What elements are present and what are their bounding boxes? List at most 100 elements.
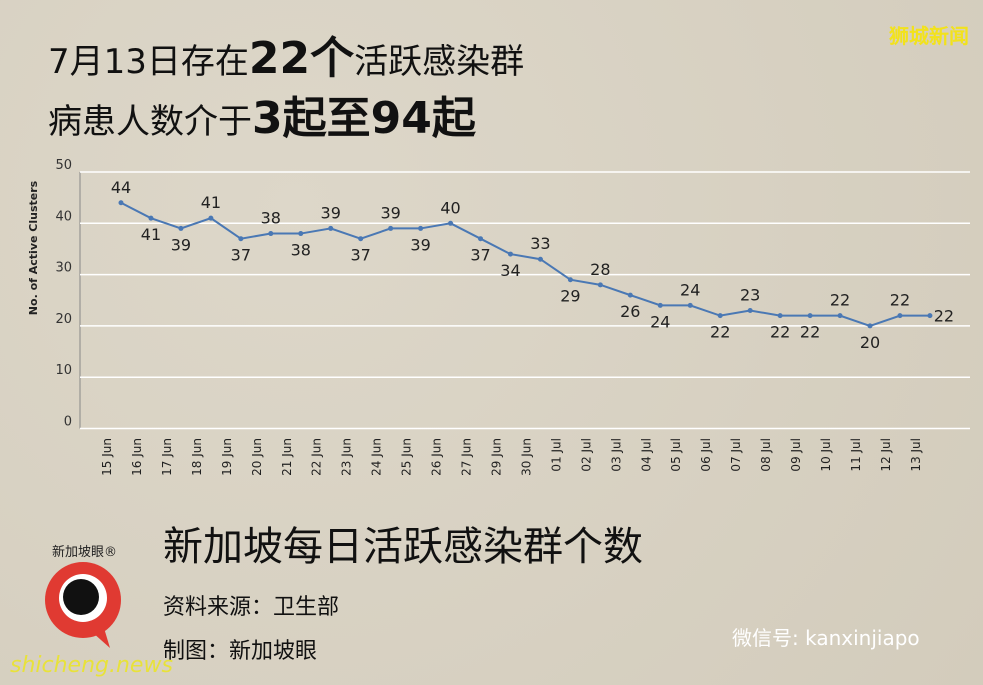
x-tick-label: 16 Jun xyxy=(130,438,144,476)
x-tick-label: 23 Jun xyxy=(340,438,354,476)
data-label: 38 xyxy=(261,209,281,228)
point xyxy=(747,308,753,314)
y-tick-label: 50 xyxy=(55,158,72,173)
data-label: 40 xyxy=(440,198,460,217)
point xyxy=(657,302,663,308)
x-tick-label: 07 Jul xyxy=(729,438,743,472)
chart-title: 新加坡每日活跃感染群个数 xyxy=(163,524,643,570)
point xyxy=(208,215,214,221)
x-tick-label: 19 Jun xyxy=(220,438,234,476)
point xyxy=(777,313,783,319)
y-tick-label: 30 xyxy=(55,261,72,276)
x-tick-label: 13 Jul xyxy=(909,438,923,472)
x-tick-label: 24 Jun xyxy=(370,438,384,476)
x-tick-label: 27 Jun xyxy=(460,438,474,476)
x-tick-label: 09 Jul xyxy=(789,438,803,472)
y-tick-label: 10 xyxy=(55,363,72,378)
x-tick-label: 06 Jul xyxy=(699,438,713,472)
data-label: 22 xyxy=(770,323,790,342)
data-label: 41 xyxy=(141,225,161,244)
data-label: 29 xyxy=(560,287,580,306)
brand: 新加坡眼® xyxy=(52,544,117,560)
data-label: 44 xyxy=(111,178,131,197)
point xyxy=(807,313,813,319)
logo xyxy=(45,562,121,648)
x-tick-label: 03 Jul xyxy=(609,438,623,472)
point xyxy=(268,231,274,237)
data-label: 37 xyxy=(470,246,490,265)
data-label: 37 xyxy=(351,246,371,265)
point xyxy=(358,236,364,242)
point xyxy=(717,313,723,319)
data-label: 22 xyxy=(934,307,954,326)
data-label: 34 xyxy=(500,261,520,280)
x-tick-label: 08 Jul xyxy=(759,438,773,472)
point xyxy=(897,313,903,319)
data-label: 28 xyxy=(590,260,610,279)
source: 资料来源：卫生部 xyxy=(163,595,339,620)
point xyxy=(507,251,513,257)
point xyxy=(867,323,873,329)
point xyxy=(478,236,484,242)
point xyxy=(118,200,124,206)
data-label: 39 xyxy=(410,235,430,254)
headline-bold: 3起至94起 xyxy=(252,93,476,144)
x-tick-label: 04 Jul xyxy=(639,438,653,472)
watermark: 狮城新闻 xyxy=(889,24,969,48)
point xyxy=(298,231,304,237)
y-tick-label: 40 xyxy=(55,209,72,224)
point xyxy=(837,313,843,319)
data-label: 24 xyxy=(680,280,700,299)
y-tick-label: 0 xyxy=(64,415,72,430)
point xyxy=(627,292,633,298)
data-label: 24 xyxy=(650,312,670,331)
point xyxy=(597,282,603,288)
point xyxy=(148,215,154,221)
x-tick-label: 30 Jun xyxy=(519,438,533,476)
headline-1: 7月13日存在22个活跃感染群 xyxy=(48,22,524,86)
x-tick-label: 12 Jul xyxy=(879,438,893,472)
point xyxy=(537,256,543,262)
data-label: 22 xyxy=(710,323,730,342)
data-label: 33 xyxy=(530,234,550,253)
y-axis-label: No. of Active Clusters xyxy=(27,180,40,315)
point xyxy=(687,302,693,308)
point xyxy=(238,236,244,242)
x-tick-label: 21 Jun xyxy=(280,438,294,476)
y-tick-label: 20 xyxy=(55,312,72,327)
data-label: 39 xyxy=(380,203,400,222)
data-label: 22 xyxy=(890,291,910,310)
x-tick-label: 25 Jun xyxy=(400,438,414,476)
point xyxy=(388,225,394,231)
wechat: 微信号: kanxinjiapo xyxy=(732,626,920,650)
x-tick-label: 18 Jun xyxy=(190,438,204,476)
headline-text: 活跃感染群 xyxy=(354,42,525,82)
point xyxy=(927,313,933,319)
x-tick-label: 20 Jun xyxy=(250,438,264,476)
x-tick-label: 15 Jun xyxy=(100,438,114,476)
headline-bold: 22个 xyxy=(248,33,355,84)
point xyxy=(178,225,184,231)
data-label: 23 xyxy=(740,286,760,305)
x-tick-label: 05 Jul xyxy=(669,438,683,472)
x-tick-label: 26 Jun xyxy=(430,438,444,476)
series-line xyxy=(120,201,930,327)
data-label: 20 xyxy=(860,333,880,352)
point xyxy=(567,277,573,283)
data-label: 38 xyxy=(291,241,311,260)
x-tick-label: 01 Jul xyxy=(549,438,563,472)
x-tick-label: 17 Jun xyxy=(160,438,174,476)
point xyxy=(418,225,424,231)
data-label: 22 xyxy=(830,291,850,310)
headline-text: 7月13日存在 xyxy=(48,42,249,82)
x-tick-label: 10 Jul xyxy=(819,438,833,472)
headline-text: 病患人数介于 xyxy=(48,102,252,142)
point xyxy=(328,225,334,231)
x-tick-label: 22 Jun xyxy=(310,438,324,476)
site: shicheng.news xyxy=(10,653,173,678)
data-label: 37 xyxy=(231,246,251,265)
data-label: 22 xyxy=(800,323,820,342)
data-label: 26 xyxy=(620,302,640,321)
